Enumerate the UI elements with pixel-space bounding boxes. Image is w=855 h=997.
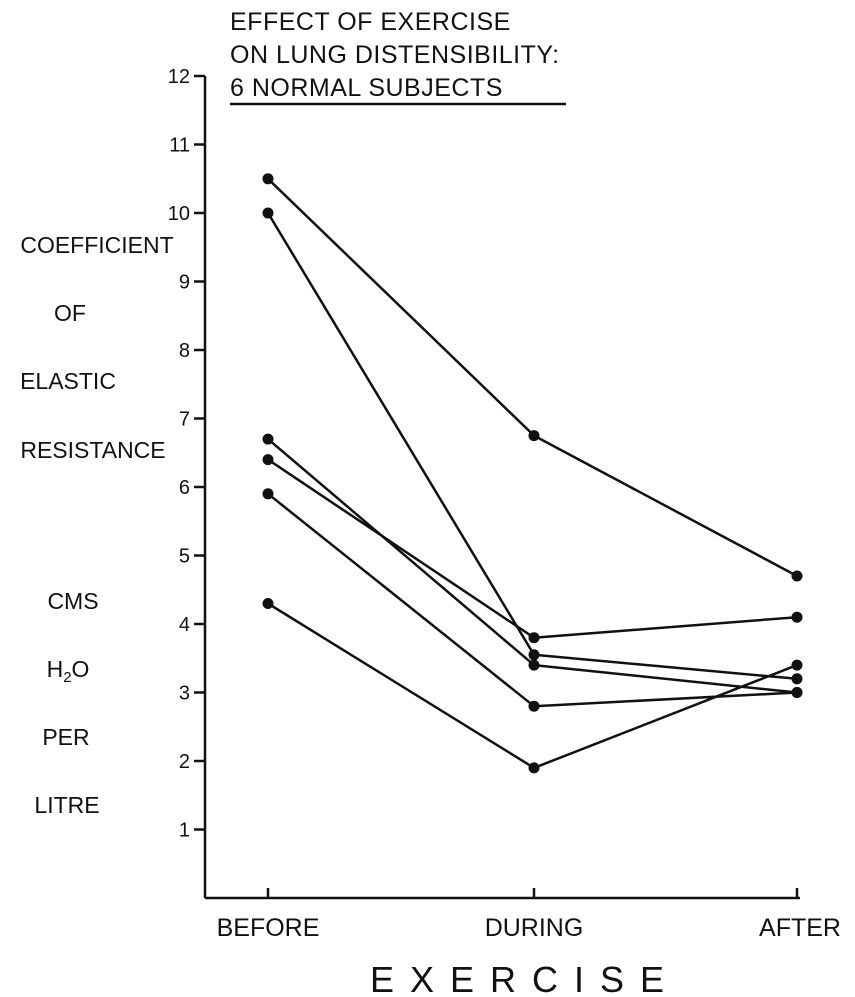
y-label-unit-litre: LITRE [34,792,99,818]
y-tick-label: 4 [179,614,190,636]
data-point [791,687,803,698]
y-tick-label: 11 [169,135,190,157]
y-tick-label: 2 [179,751,190,773]
series-lines [266,177,798,770]
x-category-label: AFTER [759,914,841,942]
data-point [791,673,803,685]
data-point [262,433,274,445]
chart-title: EFFECT OF EXERCISE ON LUNG DISTENSIBILIT… [230,8,566,106]
y-label-unit-cms: CMS [47,588,98,614]
y-tick-label: 10 [168,203,190,225]
y-tick-label: 5 [179,546,190,568]
title-line-3: 6 NORMAL SUBJECTS [230,74,503,102]
y-label-unit-per: PER [42,724,89,750]
title-line-2: ON LUNG DISTENSIBILITY: [230,41,560,69]
y-label-unit-o: O [72,656,90,682]
y-tick-label: 1 [179,820,190,842]
y-label-word-elastic: ELASTIC [20,368,116,394]
data-point [528,649,540,661]
series-line-6 [267,602,798,770]
series-line-1 [267,177,798,578]
data-point [528,430,540,442]
data-point [791,611,803,623]
y-label-unit-h2o: H2O [47,656,90,686]
data-point [528,632,540,644]
series-line-5 [267,492,798,708]
title-line-1: EFFECT OF EXERCISE [230,8,511,36]
data-point [262,598,274,609]
series-line-2 [266,212,798,681]
y-axis-label: COEFFICIENT OF ELASTIC RESISTANCE CMS H2… [20,232,174,818]
x-axis-label: EXERCISE [370,959,680,997]
y-label-unit-subscript-2: 2 [63,669,71,686]
data-point [791,570,803,582]
y-label-word-of: OF [54,300,86,326]
y-label-unit-h: H [47,656,64,682]
data-point [528,659,540,671]
y-tick-label: 3 [179,683,190,705]
y-tick-label: 9 [179,272,190,294]
y-tick-label: 7 [179,409,190,431]
data-point [791,659,803,671]
y-label-word-resistance: RESISTANCE [20,437,165,463]
data-point [528,762,540,774]
y-tick-label: 8 [179,340,190,362]
y-tick-label: 12 [168,66,190,88]
series-points [262,173,803,774]
data-point [262,488,274,500]
data-point [262,454,274,466]
axes [203,76,800,900]
data-point [262,173,274,185]
y-label-word-coefficient: COEFFICIENT [20,232,173,258]
x-category-label: BEFORE [217,914,320,942]
series-line-4 [267,458,798,639]
x-category-label: DURING [485,914,584,942]
x-ticks: BEFORE DURING AFTER [217,888,841,942]
data-point [528,700,540,712]
x-axis-title: EXERCISE [370,959,680,997]
data-point [262,207,274,219]
y-tick-label: 6 [179,477,190,499]
